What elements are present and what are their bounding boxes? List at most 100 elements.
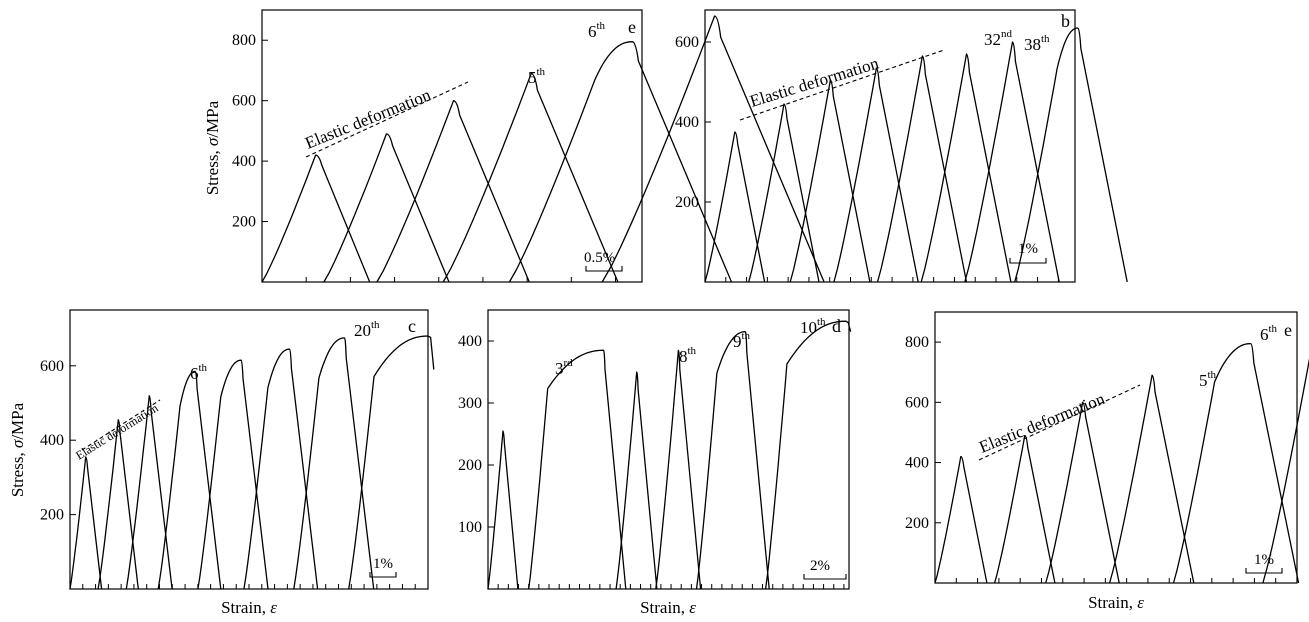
x-axis-title: Strain, ε xyxy=(640,598,696,617)
y-tick-label: 400 xyxy=(458,333,482,350)
y-tick-label: 600 xyxy=(675,34,699,51)
elastic-deformation-line xyxy=(739,49,945,121)
cycle-curve xyxy=(528,349,627,590)
x-axis-title-prefix: Strain, xyxy=(640,598,689,617)
scale-bar xyxy=(1245,568,1283,574)
elastic-deformation-line xyxy=(978,384,1141,461)
cycle-curve xyxy=(97,419,139,590)
elastic-deformation-line xyxy=(305,81,469,158)
panel-letter: c xyxy=(408,316,416,336)
y-axis-title-unit: /MPa xyxy=(203,100,222,137)
panel-letter: b xyxy=(1061,11,1070,31)
cycle-label-5th: 5th xyxy=(528,66,546,87)
elastic-deformation-line xyxy=(81,399,161,451)
stress-strain-curves xyxy=(261,15,825,283)
cycle-label-10th: 10th xyxy=(800,316,826,337)
cycle-curve xyxy=(243,348,319,590)
cycle-label-9th: 9th xyxy=(733,330,751,351)
x-axis-title: Strain, ε xyxy=(221,598,277,617)
cycle-label-6th: 6th xyxy=(588,20,606,41)
y-tick-label: 400 xyxy=(675,114,699,131)
cycle-curve xyxy=(993,434,1056,584)
cycle-label-5th: 5th xyxy=(1199,369,1217,390)
cycle-curve xyxy=(704,131,766,283)
x-axis-title-prefix: Strain, xyxy=(221,598,270,617)
cycle-label-suffix: th xyxy=(742,330,751,342)
cycle-label-number: 32 xyxy=(984,30,1001,49)
y-tick-label: 200 xyxy=(675,194,699,211)
cycle-curve xyxy=(655,349,702,590)
scale-bar-label: 1% xyxy=(373,556,393,572)
cycle-curve xyxy=(508,41,733,283)
y-tick-label: 200 xyxy=(905,515,929,532)
cycle-curve xyxy=(157,370,222,590)
scale-bar-label: 1% xyxy=(1018,241,1038,257)
cycle-curve xyxy=(748,103,820,283)
cycle-label-suffix: th xyxy=(1208,369,1217,381)
plot-frame xyxy=(261,9,643,283)
y-axis-title-symbol: σ xyxy=(203,137,222,146)
y-tick-label: 100 xyxy=(458,519,482,536)
y-axis-title-unit: /MPa xyxy=(8,402,27,439)
y-tick-label: 400 xyxy=(232,153,256,170)
y-tick-label: 600 xyxy=(232,93,256,110)
cycle-curve xyxy=(1262,358,1309,584)
cycle-curve xyxy=(615,371,658,590)
y-tick-label: 200 xyxy=(458,457,482,474)
cycle-label-number: 38 xyxy=(1024,35,1041,54)
plot-frame xyxy=(704,9,1076,283)
cycle-curve xyxy=(487,430,519,590)
cycle-curve xyxy=(1108,374,1195,584)
cycle-label-suffix: th xyxy=(1269,323,1278,335)
cycle-label-suffix: th xyxy=(199,362,208,374)
cycle-label-suffix: th xyxy=(688,345,697,357)
cycle-label-38th: 38th xyxy=(1024,33,1050,54)
cycle-label-number: 5 xyxy=(1199,371,1208,390)
cycle-label-number: 5 xyxy=(528,68,537,87)
cycle-curve xyxy=(764,320,852,590)
cycle-label-3rd: 3rd xyxy=(555,357,573,378)
x-axis-title-prefix: Strain, xyxy=(1088,593,1137,612)
cycle-curve xyxy=(964,41,1060,283)
panel-letter: e xyxy=(1284,320,1292,340)
cycle-curve xyxy=(293,337,375,590)
elastic-deformation-label: Elastic deformation xyxy=(302,85,433,153)
y-tick-labels: 200 400 600 800 xyxy=(232,32,256,230)
x-axis-title-symbol: ε xyxy=(689,598,696,617)
scale-bar-label: 0.5% xyxy=(584,250,615,266)
y-tick-label: 300 xyxy=(458,395,482,412)
plot-frame xyxy=(934,311,1298,584)
y-tick-labels: 200 400 600 xyxy=(40,358,64,524)
cycle-label-suffix: th xyxy=(371,319,380,331)
cycle-label-suffix: th xyxy=(537,66,546,78)
cycle-curve xyxy=(348,335,435,590)
y-axis-title-prefix: Stress, xyxy=(203,146,222,195)
y-tick-labels: 200 400 600 xyxy=(675,34,699,211)
cycle-label-suffix: rd xyxy=(564,357,574,369)
cycle-label-number: 8 xyxy=(679,347,688,366)
y-tick-label: 600 xyxy=(905,394,929,411)
cycle-curve xyxy=(125,394,173,590)
x-axis-title: Strain, ε xyxy=(1088,593,1144,612)
y-axis-title-symbol: σ xyxy=(8,439,27,448)
scale-bar xyxy=(1009,258,1047,264)
cycle-curve xyxy=(1045,401,1120,584)
scale-bar-label: 1% xyxy=(1254,552,1274,568)
cycle-curve xyxy=(376,100,530,283)
cycle-curve xyxy=(69,456,103,590)
cycle-label-20th: 20th xyxy=(354,319,380,340)
y-axis-title-prefix: Stress, xyxy=(8,448,27,497)
cycle-label-number: 20 xyxy=(354,321,371,340)
panel-letter: e xyxy=(628,17,636,37)
cycle-label-suffix: th xyxy=(1041,33,1050,45)
plot-frame xyxy=(487,309,850,590)
scale-bar xyxy=(369,572,397,578)
cycle-label-number: 6 xyxy=(190,364,199,383)
cycle-curve xyxy=(920,53,1012,283)
y-axis-title: Stress, σ/MPa xyxy=(203,100,222,195)
tick-marks xyxy=(488,340,845,589)
cycle-label-8th: 8th xyxy=(679,345,697,366)
